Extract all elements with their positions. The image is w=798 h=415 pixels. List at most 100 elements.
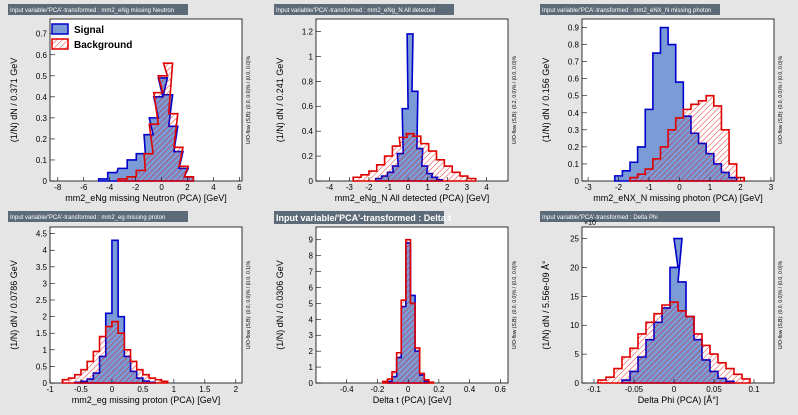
y-axis-label: (1/N) dN / 0.0786 GeV <box>9 260 19 350</box>
x-tick-label: -8 <box>54 183 62 192</box>
x-tick-label: -1 <box>385 183 393 192</box>
x-tick-label: 0.5 <box>137 385 149 394</box>
y-tick-label: 0 <box>309 177 314 186</box>
x-axis-label: mm2_eNX_N missing photon (PCA) [GeV] <box>593 193 763 203</box>
y-tick-label: 0.9 <box>568 24 580 33</box>
chart-title: Input variable/'PCA'-transformed : Delta… <box>276 213 451 223</box>
y-tick-label: 0.3 <box>36 114 48 123</box>
y-tick-label: 0.8 <box>568 41 580 50</box>
x-tick-label: 1 <box>172 385 177 394</box>
histogram-1: Input variable/'PCA'-transformed : mm2_e… <box>8 4 252 203</box>
background-histogram <box>382 238 435 384</box>
overflow-label: U/O-flow (S,B): (0.0, 0.0)% / (0.0, 0.1)… <box>246 260 252 349</box>
x-tick-label: 0.05 <box>706 385 722 394</box>
x-tick-label: -0.05 <box>625 385 644 394</box>
x-tick-label: -0.1 <box>587 385 601 394</box>
y-tick-label: 1 <box>309 52 314 61</box>
y-tick-label: 9 <box>309 236 314 245</box>
x-tick-label: 1 <box>425 183 430 192</box>
y-tick-label: 1 <box>43 346 48 355</box>
title-box <box>8 211 188 222</box>
y-exponent: ×10 <box>584 220 596 227</box>
y-tick-label: 0.8 <box>302 77 314 86</box>
y-tick-label: 5 <box>309 299 314 308</box>
y-tick-label: 2.5 <box>36 296 48 305</box>
y-tick-label: 0 <box>309 379 314 388</box>
x-tick-label: -2 <box>365 183 373 192</box>
x-axis-label: mm2_eNg missing Neutron (PCA) [GeV] <box>65 193 227 203</box>
y-tick-label: 0.5 <box>36 72 48 81</box>
panel-1: Input variable/'PCA'-transformed : mm2_e… <box>0 0 266 207</box>
y-tick-label: 20 <box>570 263 579 272</box>
chart-title: Input variable/'PCA'-transformed : mm2_e… <box>10 8 174 14</box>
x-tick-label: -0.2 <box>371 385 385 394</box>
y-tick-label: 0.6 <box>568 75 580 84</box>
y-tick-label: 0.7 <box>568 58 580 67</box>
x-tick-label: 0 <box>406 385 411 394</box>
panel-2: Input variable/'PCA'-transformed : mm2_e… <box>266 0 532 207</box>
title-box <box>274 4 454 15</box>
x-tick-label: 1.5 <box>199 385 211 394</box>
y-tick-label: 0.3 <box>568 126 580 135</box>
y-tick-label: 10 <box>570 321 579 330</box>
x-tick-label: 6 <box>237 183 242 192</box>
y-tick-label: 0.6 <box>302 102 314 111</box>
x-tick-label: 0 <box>677 183 682 192</box>
overflow-label: U/O-flow (S,B): (0.2, 0.0)% / (0.0, 0.0)… <box>512 55 518 144</box>
background-histogram <box>629 94 746 182</box>
y-tick-label: 0 <box>575 177 580 186</box>
x-tick-label: 2 <box>234 385 239 394</box>
histogram-4: Input variable/'PCA'-transformed : mm2_e… <box>8 211 252 405</box>
y-tick-label: 0 <box>43 379 48 388</box>
chart-title: Input variable/'PCA'-transformed : mm2_e… <box>542 8 711 14</box>
x-tick-label: 0 <box>672 385 677 394</box>
overflow-label: U/O-flow (S,B): (0.0, 0.0)% / (0.0, 0.0)… <box>778 260 784 349</box>
x-tick-label: 0.1 <box>748 385 760 394</box>
x-tick-label: -2 <box>615 183 623 192</box>
histogram-6: Input variable/'PCA'-transformed : Delta… <box>540 211 784 405</box>
overflow-label: U/O-flow (S,B): (0.0, 0.0)% / (0.0, 0.0)… <box>512 260 518 349</box>
y-tick-label: 5 <box>575 350 580 359</box>
y-tick-label: 1.5 <box>36 329 48 338</box>
y-axis-label: (1/N) dN / 0.371 GeV <box>9 58 19 143</box>
y-tick-label: 0.4 <box>36 93 48 102</box>
histogram-2: Input variable/'PCA'-transformed : mm2_e… <box>274 4 518 203</box>
y-axis-label: (1/N) dN / 0.241 GeV <box>275 58 285 143</box>
chart-title: Input variable/'PCA'-transformed : mm2_e… <box>10 215 165 221</box>
background-histogram <box>61 320 169 384</box>
y-tick-label: 0.1 <box>36 156 48 165</box>
overflow-label: U/O-flow (S,B): (0.0, 0.0)% / (0.0, 0.0)… <box>246 55 252 144</box>
title-box <box>8 4 188 15</box>
y-tick-label: 1 <box>309 363 314 372</box>
legend-signal-label: Signal <box>74 25 104 36</box>
legend-background-swatch <box>51 38 69 50</box>
y-tick-label: 0.4 <box>302 127 314 136</box>
y-tick-label: 0 <box>575 379 580 388</box>
x-tick-label: 4 <box>484 183 489 192</box>
chart-title: Input variable/'PCA'-transformed : mm2_e… <box>276 8 435 14</box>
plot-frame <box>49 226 243 384</box>
title-box <box>540 211 720 222</box>
x-axis-label: Delta t (PCA) [GeV] <box>373 395 452 405</box>
x-tick-label: 2 <box>185 183 190 192</box>
x-tick-label: -3 <box>346 183 354 192</box>
y-tick-label: 8 <box>309 252 314 261</box>
x-tick-label: -6 <box>80 183 88 192</box>
y-tick-label: 0.5 <box>36 362 48 371</box>
x-tick-label: -0.4 <box>340 385 354 394</box>
x-tick-label: 0 <box>110 385 115 394</box>
histogram-5: Input variable/'PCA'-transformed : Delta… <box>274 211 518 405</box>
x-tick-label: 0.2 <box>433 385 445 394</box>
background-histogram <box>117 62 195 182</box>
legend-background-label: Background <box>74 40 132 51</box>
y-tick-label: 3 <box>309 331 314 340</box>
y-tick-label: 4 <box>43 246 48 255</box>
title-box <box>274 211 444 224</box>
y-tick-label: 0.6 <box>36 51 48 60</box>
y-tick-label: 0.2 <box>36 135 48 144</box>
x-tick-label: 0.6 <box>495 385 507 394</box>
panel-5: Input variable/'PCA'-transformed : Delta… <box>266 207 532 414</box>
x-tick-label: 3 <box>769 183 774 192</box>
x-tick-label: -4 <box>326 183 334 192</box>
y-axis-label: (1/N) dN / 0.156 GeV <box>541 58 551 143</box>
